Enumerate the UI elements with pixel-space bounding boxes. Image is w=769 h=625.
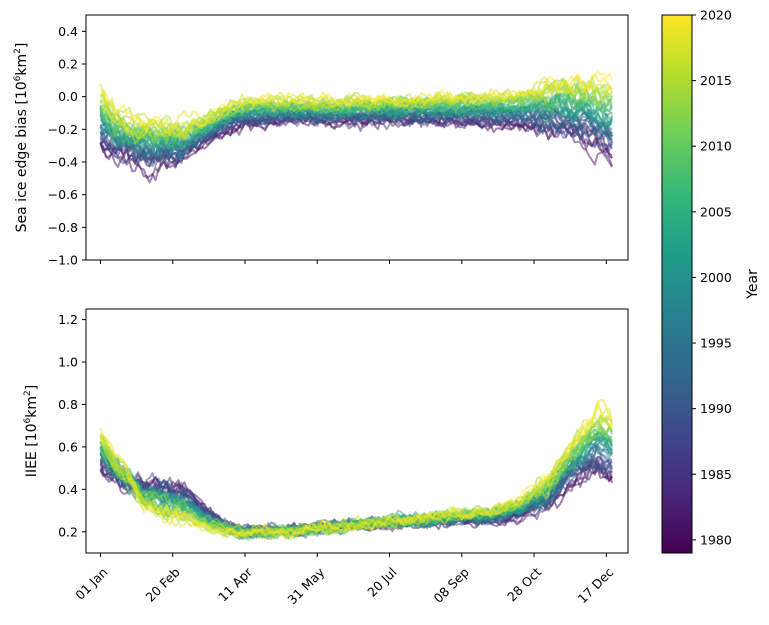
iiee-x-tick-label: 11 Apr	[215, 564, 256, 605]
iiee-x-tick-label: 20 Jul	[364, 564, 399, 599]
iiee-x-tick-label: 01 Jan	[72, 564, 110, 602]
iiee-series-line	[100, 407, 614, 540]
bias-y-ticks: −1.0 −0.8 −0.6 −0.4 −0.2 0.0 0.2 0.4	[48, 24, 86, 268]
bias-y-axis-label: Sea ice edge bias [106km2]	[13, 43, 30, 233]
iiee-y-ticks: 0.2 0.4 0.6 0.8 1.0 1.2	[58, 312, 86, 539]
colorbar-tick-label: 1985	[700, 467, 732, 482]
bias-panel: −1.0 −0.8 −0.6 −0.4 −0.2 0.0 0.2 0.4 Sea ice ed…	[13, 14, 629, 268]
bias-plot-frame	[85, 14, 629, 261]
colorbar-tick-label: 2010	[700, 139, 732, 154]
iiee-y-axis-label: IIEE [106km2]	[23, 385, 40, 477]
bias-y-tick-label: 0.2	[58, 57, 78, 72]
iiee-y-tick-label: 0.2	[58, 524, 78, 539]
iiee-y-tick-label: 1.2	[58, 312, 78, 327]
bias-y-tick-label: −0.6	[48, 187, 78, 202]
iiee-panel: 0.2 0.4 0.6 0.8 1.0 1.2 01 Jan 20 Feb 11 Apr 31 …	[23, 308, 629, 607]
iiee-series-line	[99, 405, 613, 537]
colorbar-tick-label: 2020	[700, 8, 732, 23]
iiee-series-lines	[99, 399, 614, 541]
bias-y-tick-label: 0.4	[58, 24, 78, 39]
colorbar-tick-label: 2000	[700, 270, 732, 285]
colorbar-gradient	[661, 14, 693, 554]
iiee-x-ticks: 01 Jan 20 Feb 11 Apr 31 May 20 Jul 08 Sep 28 O…	[72, 553, 616, 607]
iiee-x-tick-label: 31 May	[284, 564, 327, 607]
iiee-x-tick-label: 17 Dec	[575, 564, 617, 606]
bias-series-lines	[99, 70, 614, 184]
bias-y-tick-label: −0.2	[48, 122, 78, 137]
colorbar-tick-label: 2015	[700, 73, 732, 88]
colorbar-ticks: 1980 1985 1990 1995 2000 2005 2010 2015 2020	[692, 8, 732, 547]
bias-series-line	[100, 70, 614, 134]
bias-y-tick-label: 0.0	[58, 89, 78, 104]
bias-y-tick-label: −0.4	[48, 155, 78, 170]
iiee-x-tick-label: 20 Feb	[142, 564, 182, 604]
iiee-y-tick-label: 0.8	[58, 397, 78, 412]
bias-y-tick-label: −1.0	[48, 253, 78, 268]
colorbar-tick-label: 1990	[700, 401, 732, 416]
iiee-x-tick-label: 28 Oct	[504, 564, 544, 604]
colorbar-tick-label: 1995	[700, 336, 732, 351]
iiee-y-tick-label: 0.4	[58, 482, 78, 497]
iiee-plot-frame	[85, 308, 629, 554]
bias-y-tick-label: −0.8	[48, 220, 78, 235]
year-colorbar: 1980 1985 1990 1995 2000 2005 2010 2015 2020 Yea…	[661, 8, 761, 554]
iiee-y-tick-label: 1.0	[58, 355, 78, 370]
iiee-series-line	[99, 399, 614, 538]
iiee-series-line	[99, 401, 614, 541]
iiee-x-tick-label: 08 Sep	[431, 564, 472, 605]
bias-x-ticks	[99, 260, 607, 264]
iiee-y-tick-label: 0.6	[58, 439, 78, 454]
colorbar-tick-label: 2005	[700, 204, 732, 219]
colorbar-tick-label: 1980	[700, 532, 732, 547]
colorbar-label: Year	[745, 269, 761, 300]
